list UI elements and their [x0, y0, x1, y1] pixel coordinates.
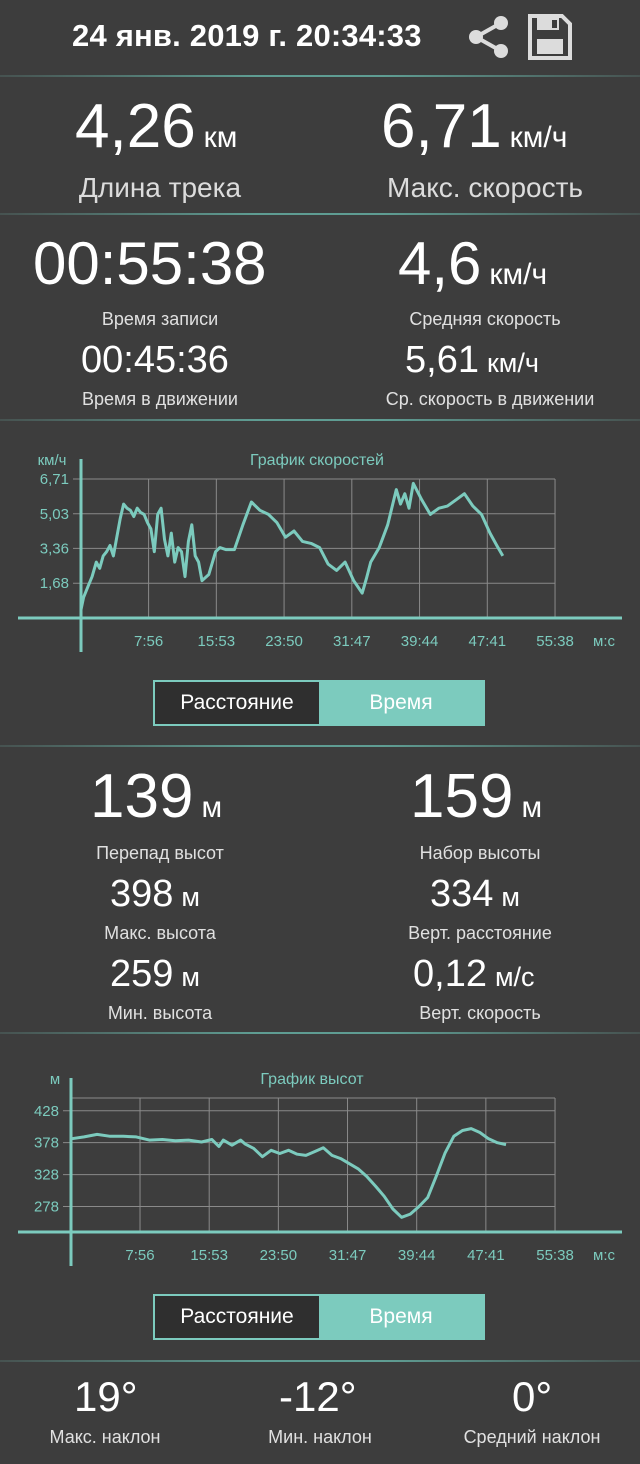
elevation-diff-value: 139 м — [90, 762, 223, 831]
toggle-time-button[interactable]: Время — [319, 1296, 483, 1338]
divider — [0, 745, 640, 747]
x-tick-label: 31:47 — [329, 1247, 367, 1264]
max-elevation-value: 398 м — [110, 873, 200, 915]
elevation-chart-axis-toggle: Расстояние Время — [153, 1294, 485, 1340]
record-time-label: Время записи — [101, 309, 219, 329]
toggle-distance-button[interactable]: Расстояние — [155, 1296, 319, 1338]
vertical-speed-label: Верт. скорость — [419, 1003, 541, 1023]
distance-unit: км — [203, 121, 238, 154]
y-tick-label: 6,71 — [40, 471, 69, 488]
x-tick-label: 23:50 — [260, 1247, 298, 1264]
distance-label: Длина трека — [78, 172, 242, 203]
min-elevation-value: 259 м — [110, 953, 200, 995]
x-tick-label: 31:47 — [333, 633, 371, 650]
max-elevation-label: Макс. высота — [104, 923, 216, 943]
vertical-distance-unit: м — [501, 882, 520, 912]
min-elevation-label: Мин. высота — [107, 1003, 213, 1023]
elevation-diff-label: Перепад высот — [96, 843, 224, 863]
elevation-gain-label: Набор высоты — [419, 843, 541, 863]
elevation-gain-unit: м — [521, 791, 543, 824]
max-slope-label: Макс. наклон — [49, 1427, 161, 1447]
y-tick-label: 378 — [34, 1135, 59, 1152]
chart-title: График скоростей — [250, 452, 384, 469]
elevation-diff-unit: м — [201, 791, 223, 824]
y-axis-unit: км/ч — [38, 452, 67, 469]
max-speed-label: Макс. скорость — [386, 172, 584, 203]
x-tick-label: 15:53 — [198, 633, 236, 650]
toggle-distance-button[interactable]: Расстояние — [155, 682, 319, 724]
min-slope-label: Мин. наклон — [268, 1427, 372, 1447]
divider — [0, 1360, 640, 1362]
x-tick-label: 39:44 — [401, 633, 439, 650]
elevation-chart: 7:56 15:53 23:50 31:47 39:44 47:41 55:38 278 328… — [0, 1054, 640, 1268]
y-tick-label: 5,03 — [40, 506, 69, 523]
moving-time-value: 00:45:36 — [81, 339, 229, 381]
avg-slope-label: Средний наклон — [463, 1427, 601, 1447]
x-axis-unit: м:с — [593, 633, 615, 650]
x-tick-label: 47:41 — [467, 1247, 505, 1264]
vertical-distance-label: Верт. расстояние — [408, 923, 552, 943]
divider — [0, 213, 640, 215]
avg-speed-value: 4,6 км/ч — [398, 230, 548, 297]
y-tick-label: 278 — [34, 1198, 59, 1215]
y-axis-unit: м — [50, 1071, 60, 1088]
y-tick-label: 1,68 — [40, 575, 69, 592]
record-time-value: 00:55:38 — [33, 230, 267, 297]
avg-moving-speed-value: 5,61 км/ч — [405, 339, 539, 381]
x-tick-label: 55:38 — [536, 633, 574, 650]
min-elevation-unit: м — [181, 962, 200, 992]
avg-slope-value: 0° — [512, 1373, 553, 1420]
divider — [0, 75, 640, 77]
max-speed-unit: км/ч — [509, 121, 568, 154]
avg-speed-label: Средняя скорость — [409, 309, 561, 329]
x-axis-unit: м:с — [593, 1247, 615, 1264]
divider — [0, 1032, 640, 1034]
x-tick-label: 7:56 — [125, 1247, 154, 1264]
x-tick-label: 55:38 — [536, 1247, 574, 1264]
vertical-speed-unit: м/с — [494, 962, 535, 992]
vertical-speed-value: 0,12 м/с — [413, 953, 535, 995]
x-tick-label: 39:44 — [398, 1247, 436, 1264]
top-bar: 24 янв. 2019 г. 20:34:33 — [0, 0, 640, 76]
x-tick-label: 7:56 — [134, 633, 163, 650]
speed-chart-axis-toggle: Расстояние Время — [153, 680, 485, 726]
max-slope-value: 19° — [74, 1373, 138, 1420]
save-icon[interactable] — [528, 14, 572, 60]
max-elevation-unit: м — [181, 882, 200, 912]
series-line — [79, 481, 505, 611]
avg-speed-unit: км/ч — [489, 258, 548, 291]
y-tick-label: 328 — [34, 1167, 59, 1184]
chart-title: График высот — [260, 1071, 364, 1088]
toggle-time-button[interactable]: Время — [319, 682, 483, 724]
x-tick-label: 23:50 — [265, 633, 303, 650]
min-slope-value: -12° — [279, 1373, 357, 1420]
avg-moving-speed-label: Ср. скорость в движении — [385, 389, 595, 409]
y-tick-label: 3,36 — [40, 540, 69, 557]
distance-value: 4,26 км — [75, 92, 238, 161]
max-speed-value: 6,71 км/ч — [381, 92, 568, 161]
vertical-distance-value: 334 м — [430, 873, 520, 915]
y-tick-label: 428 — [34, 1103, 59, 1120]
x-tick-label: 47:41 — [469, 633, 507, 650]
moving-time-label: Время в движении — [82, 389, 238, 409]
speed-chart: 7:56 15:53 23:50 31:47 39:44 47:41 55:38 1,68 3,… — [0, 440, 640, 654]
x-tick-label: 15:53 — [190, 1247, 228, 1264]
elevation-gain-value: 159 м — [410, 762, 543, 831]
avg-moving-speed-unit: км/ч — [486, 348, 539, 378]
series-line — [70, 1127, 507, 1219]
track-datetime-title: 24 янв. 2019 г. 20:34:33 — [72, 18, 422, 53]
divider — [0, 419, 640, 421]
share-icon[interactable] — [466, 14, 512, 60]
